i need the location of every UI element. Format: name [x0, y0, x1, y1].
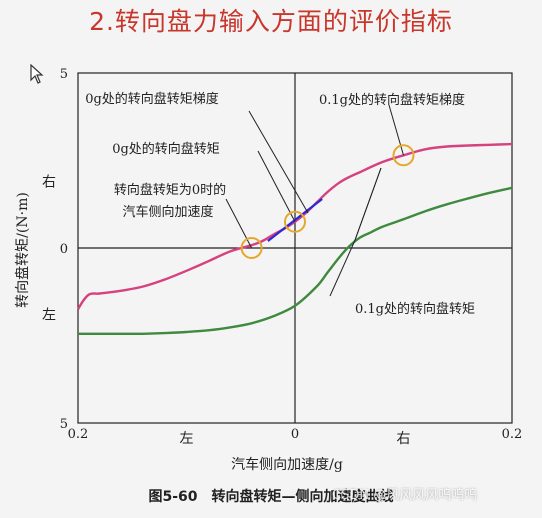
leader-line — [248, 110, 309, 214]
highlight-marker — [284, 210, 306, 233]
watermark: CSDN @风风风风呜呜呜 — [332, 488, 478, 503]
x-tick-label: 0.2 — [68, 427, 89, 442]
series-line — [77, 186, 513, 336]
y-tick-label: 5 — [60, 417, 68, 432]
annotation-label: 汽车侧向加速度 — [122, 204, 213, 220]
mouse-cursor-icon — [30, 63, 44, 88]
x-tick-label: 0 — [291, 427, 299, 442]
x-tick-label: 0.2 — [502, 427, 523, 442]
x-direction-label: 左 — [180, 431, 194, 447]
x-direction-label: 右 — [397, 431, 411, 447]
y-direction-label: 右 — [42, 175, 56, 191]
y-tick-label: 5 — [60, 67, 68, 82]
annotation-label: 0.1g处的转向盘转矩 — [355, 301, 475, 317]
highlight-marker — [240, 237, 263, 259]
tangent-line — [267, 198, 323, 242]
leader-line — [329, 240, 356, 297]
annotation-label: 0g处的转向盘转矩 — [112, 141, 220, 157]
leader-line — [354, 167, 382, 242]
annotation-label: 转向盘转矩为0时的 — [114, 182, 226, 198]
annotation-label: 0.1g处的转向盘转矩梯度 — [319, 92, 465, 108]
figure-caption: 图5-60 转向盘转矩—侧向加速度曲线 — [148, 489, 394, 505]
leader-line — [257, 150, 296, 222]
leader-line — [225, 198, 253, 249]
y-direction-label: 左 — [42, 308, 56, 324]
leader-line — [388, 104, 404, 156]
y-axis-title: 转向盘转矩/(N·m) — [14, 192, 31, 308]
slide-title: 2.转向盘力输入方面的评价指标 — [89, 7, 453, 36]
x-axis-title: 汽车侧向加速度/g — [231, 456, 343, 473]
highlight-marker — [392, 144, 415, 167]
annotation-label: 0g处的转向盘转矩梯度 — [85, 91, 219, 107]
y-tick-label: 0 — [60, 242, 68, 257]
